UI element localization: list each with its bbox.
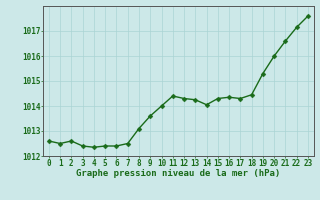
X-axis label: Graphe pression niveau de la mer (hPa): Graphe pression niveau de la mer (hPa) bbox=[76, 169, 281, 178]
